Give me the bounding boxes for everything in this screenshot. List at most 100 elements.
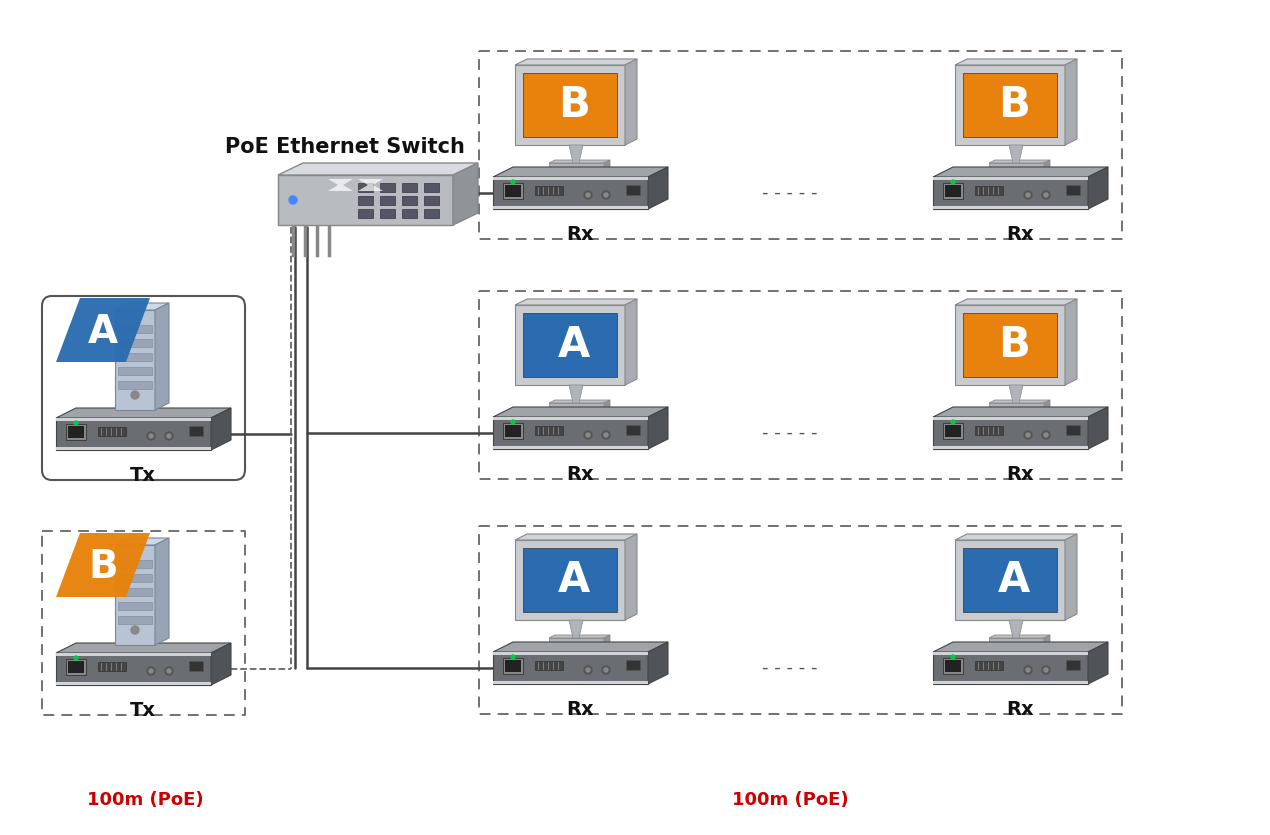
Bar: [56, 653, 211, 656]
Polygon shape: [955, 65, 1066, 145]
Circle shape: [131, 626, 138, 634]
Polygon shape: [625, 534, 638, 620]
Text: Rx: Rx: [1006, 465, 1034, 484]
Bar: [493, 681, 648, 684]
Polygon shape: [648, 167, 668, 209]
Bar: [424, 209, 439, 218]
Circle shape: [585, 193, 591, 197]
Text: - - - - -: - - - - -: [762, 184, 818, 202]
Circle shape: [147, 667, 155, 675]
Bar: [66, 659, 86, 675]
Bar: [424, 183, 439, 192]
Bar: [626, 660, 640, 670]
Polygon shape: [933, 417, 1088, 449]
Bar: [535, 426, 563, 435]
Polygon shape: [955, 534, 1077, 540]
Bar: [380, 196, 395, 205]
Circle shape: [584, 191, 592, 199]
Bar: [118, 367, 152, 375]
Polygon shape: [989, 163, 1044, 173]
Text: A: A: [558, 559, 591, 601]
Bar: [975, 661, 1003, 670]
Polygon shape: [56, 643, 231, 653]
Polygon shape: [493, 642, 668, 652]
Polygon shape: [549, 400, 610, 403]
Text: A: A: [558, 324, 591, 366]
Circle shape: [149, 669, 152, 673]
Polygon shape: [56, 533, 150, 597]
Polygon shape: [493, 407, 668, 417]
Polygon shape: [1088, 642, 1107, 684]
Bar: [505, 425, 521, 437]
Text: Rx: Rx: [566, 700, 594, 719]
Polygon shape: [493, 652, 648, 684]
Text: 100m (PoE): 100m (PoE): [732, 791, 848, 809]
Circle shape: [605, 193, 608, 197]
Bar: [945, 185, 961, 197]
Polygon shape: [328, 179, 353, 191]
Circle shape: [1026, 193, 1030, 197]
Polygon shape: [453, 163, 478, 225]
Circle shape: [166, 669, 171, 673]
Bar: [975, 426, 1003, 435]
Bar: [933, 177, 1088, 180]
Bar: [1066, 425, 1080, 435]
Bar: [626, 185, 640, 195]
Circle shape: [951, 180, 955, 184]
Circle shape: [165, 432, 173, 440]
Circle shape: [1024, 666, 1033, 674]
Polygon shape: [955, 59, 1077, 65]
Circle shape: [1044, 433, 1048, 437]
Bar: [56, 418, 211, 421]
Text: B: B: [558, 84, 589, 126]
Polygon shape: [1044, 160, 1050, 173]
Bar: [118, 339, 152, 347]
Bar: [118, 602, 152, 610]
Bar: [944, 658, 963, 674]
Polygon shape: [989, 160, 1050, 163]
Bar: [535, 661, 563, 670]
Polygon shape: [1088, 407, 1107, 449]
Polygon shape: [955, 299, 1077, 305]
Bar: [963, 313, 1057, 377]
Bar: [118, 381, 152, 389]
Polygon shape: [116, 303, 169, 310]
Polygon shape: [605, 635, 610, 648]
Circle shape: [74, 421, 77, 425]
Circle shape: [1024, 191, 1033, 199]
Polygon shape: [549, 160, 610, 163]
Polygon shape: [516, 540, 625, 620]
Bar: [380, 183, 395, 192]
Polygon shape: [278, 163, 478, 175]
Bar: [69, 426, 84, 438]
Circle shape: [1044, 668, 1048, 672]
Bar: [118, 588, 152, 596]
Bar: [69, 661, 84, 673]
Circle shape: [602, 191, 610, 199]
Circle shape: [166, 434, 171, 438]
Polygon shape: [933, 652, 1088, 684]
Polygon shape: [955, 540, 1066, 620]
Polygon shape: [625, 59, 638, 145]
Bar: [933, 206, 1088, 209]
Polygon shape: [1066, 534, 1077, 620]
Polygon shape: [116, 545, 155, 645]
Bar: [118, 325, 152, 333]
Circle shape: [511, 420, 516, 424]
Polygon shape: [989, 403, 1044, 413]
Circle shape: [584, 666, 592, 674]
Polygon shape: [549, 635, 610, 638]
Text: A: A: [998, 559, 1030, 601]
Circle shape: [585, 433, 591, 437]
Polygon shape: [1008, 385, 1024, 403]
Bar: [118, 616, 152, 624]
Bar: [56, 682, 211, 685]
Polygon shape: [549, 163, 605, 173]
Bar: [505, 660, 521, 672]
Circle shape: [951, 420, 955, 424]
Bar: [626, 425, 640, 435]
Circle shape: [951, 655, 955, 659]
Bar: [493, 206, 648, 209]
Polygon shape: [56, 298, 150, 362]
Text: Tx: Tx: [130, 701, 156, 720]
